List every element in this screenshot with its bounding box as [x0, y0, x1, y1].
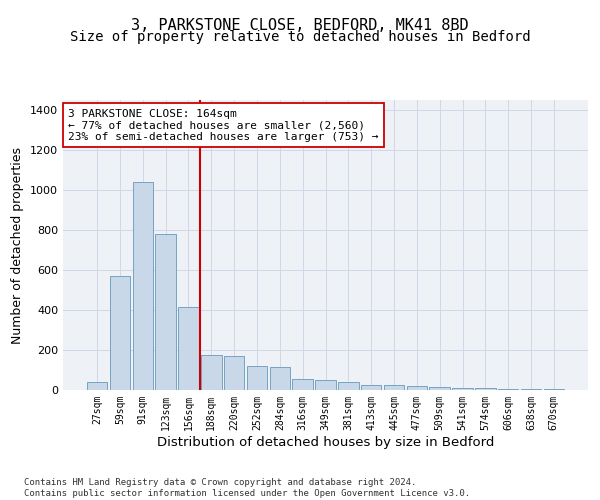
- Text: Contains HM Land Registry data © Crown copyright and database right 2024.
Contai: Contains HM Land Registry data © Crown c…: [24, 478, 470, 498]
- Bar: [384, 385, 404, 390]
- Bar: [201, 355, 221, 390]
- Bar: [87, 382, 107, 390]
- Bar: [224, 356, 244, 390]
- Bar: [475, 388, 496, 390]
- Y-axis label: Number of detached properties: Number of detached properties: [11, 146, 25, 344]
- Bar: [452, 388, 473, 390]
- Bar: [315, 380, 336, 390]
- Bar: [338, 382, 359, 390]
- Bar: [247, 366, 267, 390]
- Bar: [178, 307, 199, 390]
- Bar: [430, 387, 450, 390]
- Bar: [110, 276, 130, 390]
- Text: 3, PARKSTONE CLOSE, BEDFORD, MK41 8BD: 3, PARKSTONE CLOSE, BEDFORD, MK41 8BD: [131, 18, 469, 32]
- Bar: [292, 379, 313, 390]
- Bar: [521, 389, 541, 390]
- X-axis label: Distribution of detached houses by size in Bedford: Distribution of detached houses by size …: [157, 436, 494, 448]
- Bar: [269, 367, 290, 390]
- Bar: [155, 234, 176, 390]
- Bar: [361, 385, 382, 390]
- Bar: [407, 386, 427, 390]
- Bar: [498, 389, 518, 390]
- Text: Size of property relative to detached houses in Bedford: Size of property relative to detached ho…: [70, 30, 530, 44]
- Text: 3 PARKSTONE CLOSE: 164sqm
← 77% of detached houses are smaller (2,560)
23% of se: 3 PARKSTONE CLOSE: 164sqm ← 77% of detac…: [68, 108, 379, 142]
- Bar: [133, 182, 153, 390]
